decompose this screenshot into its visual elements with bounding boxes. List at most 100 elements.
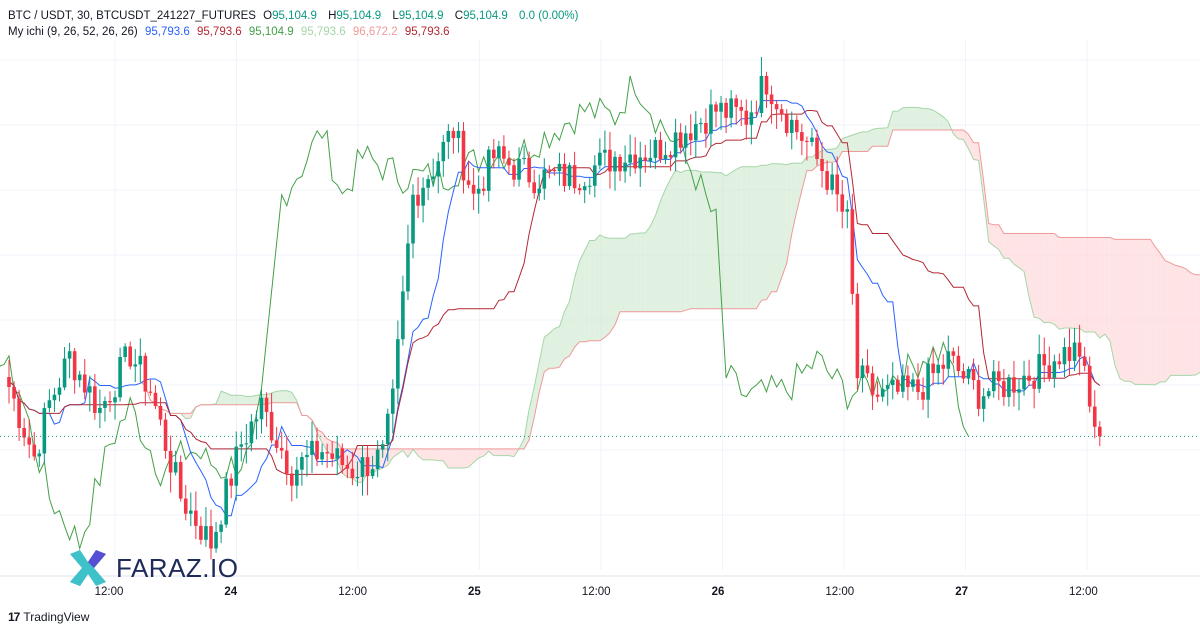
cloud-segment — [1145, 239, 1151, 385]
cloud-segment — [271, 391, 277, 403]
candle-down — [183, 498, 188, 514]
cloud-segment — [564, 301, 570, 359]
cloud-segment — [1160, 253, 1166, 382]
candle-down — [931, 363, 935, 374]
candle-up — [901, 375, 905, 392]
cloud-segment — [508, 448, 514, 457]
ichimoku-cloud — [140, 107, 1200, 483]
candle-up — [67, 351, 72, 359]
cloud-segment — [670, 170, 676, 312]
symbol-title[interactable]: BTC / USDT, 30, BTCUSDT_241227_FUTURES — [8, 10, 256, 22]
candle-up — [219, 524, 223, 532]
cloud-segment — [392, 448, 398, 458]
cloud-segment — [1089, 237, 1095, 332]
candle-up — [638, 157, 643, 169]
candle-down — [466, 180, 471, 185]
candle-up — [320, 452, 324, 460]
candle-down — [744, 110, 749, 125]
kijun-2-value: 95,793.6 — [404, 26, 450, 38]
candle-up — [305, 454, 309, 458]
candle-up — [406, 243, 410, 292]
candle-up — [673, 132, 678, 158]
cloud-segment — [1180, 266, 1186, 376]
time-axis-label: 12:00 — [1069, 586, 1098, 598]
candle-up — [446, 130, 451, 142]
candle-down — [17, 398, 21, 428]
candle-up — [456, 130, 461, 139]
cloud-segment — [726, 172, 732, 309]
candle-up — [239, 444, 244, 447]
cloud-segment — [887, 111, 893, 147]
candle-down — [290, 473, 294, 486]
candle-up — [138, 355, 143, 365]
candle-up — [759, 75, 764, 113]
candle-down — [481, 188, 486, 191]
cloud-segment — [418, 448, 424, 460]
indicator-name[interactable]: My ichi (9, 26, 52, 26, 26) — [8, 26, 138, 38]
candle-up — [401, 291, 405, 340]
candle-up — [486, 149, 491, 191]
candle-up — [613, 156, 617, 172]
candle-up — [1022, 375, 1026, 390]
cloud-segment — [700, 171, 706, 309]
candle-up — [123, 346, 127, 357]
candle-up — [360, 457, 365, 477]
candle-down — [997, 371, 1001, 382]
cloud-segment — [493, 448, 499, 456]
candle-down — [22, 427, 26, 438]
candle-down — [178, 462, 183, 499]
cloud-segment — [1114, 239, 1120, 379]
kijun-value: 95,793.6 — [196, 26, 242, 38]
cloud-segment — [630, 233, 636, 312]
candle-up — [981, 396, 986, 409]
candle-down — [643, 157, 648, 162]
cloud-segment — [1135, 239, 1141, 385]
candle-down — [502, 146, 506, 159]
cloud-segment — [897, 107, 903, 131]
cloud-segment — [1003, 233, 1009, 259]
candle-up — [52, 394, 57, 401]
cloud-segment — [539, 337, 545, 393]
candle-up — [113, 397, 117, 403]
candle-up — [598, 152, 602, 166]
high-label: H — [328, 10, 337, 22]
cloud-segment — [322, 432, 328, 451]
candle-up — [683, 133, 688, 148]
cloud-segment — [635, 233, 641, 312]
cloud-segment — [1034, 233, 1040, 319]
candle-up — [441, 141, 446, 162]
cloud-segment — [1013, 233, 1019, 268]
candle-up — [537, 188, 542, 194]
cloud-segment — [796, 163, 802, 212]
candle-down — [279, 447, 284, 451]
cloud-segment — [1190, 272, 1196, 376]
cloud-segment — [958, 130, 964, 140]
cloud-segment — [786, 163, 792, 264]
candle-down — [153, 392, 158, 407]
cloud-segment — [665, 179, 671, 312]
candle-down — [562, 163, 567, 187]
time-axis-label: 12:00 — [338, 586, 367, 598]
candle-down — [572, 165, 577, 189]
candle-down — [769, 94, 774, 105]
time-axis-label: 25 — [468, 586, 481, 598]
candle-down — [784, 114, 789, 133]
candle-down — [754, 112, 759, 114]
cloud-segment — [620, 238, 626, 312]
cloud-segment — [953, 130, 959, 139]
tenkan-line — [8, 100, 1101, 517]
candle-down — [678, 132, 683, 148]
cloud-segment — [685, 170, 691, 311]
candle-down — [547, 169, 552, 171]
cloud-segment — [655, 201, 661, 312]
cloud-segment — [221, 391, 227, 405]
candle-up — [946, 351, 951, 369]
candle-down — [264, 397, 269, 412]
candle-up — [249, 421, 254, 444]
tradingview-branding[interactable]: 17 TradingView — [8, 610, 89, 624]
candle-up — [991, 371, 996, 392]
candle-up — [567, 165, 572, 187]
cloud-segment — [579, 250, 585, 342]
